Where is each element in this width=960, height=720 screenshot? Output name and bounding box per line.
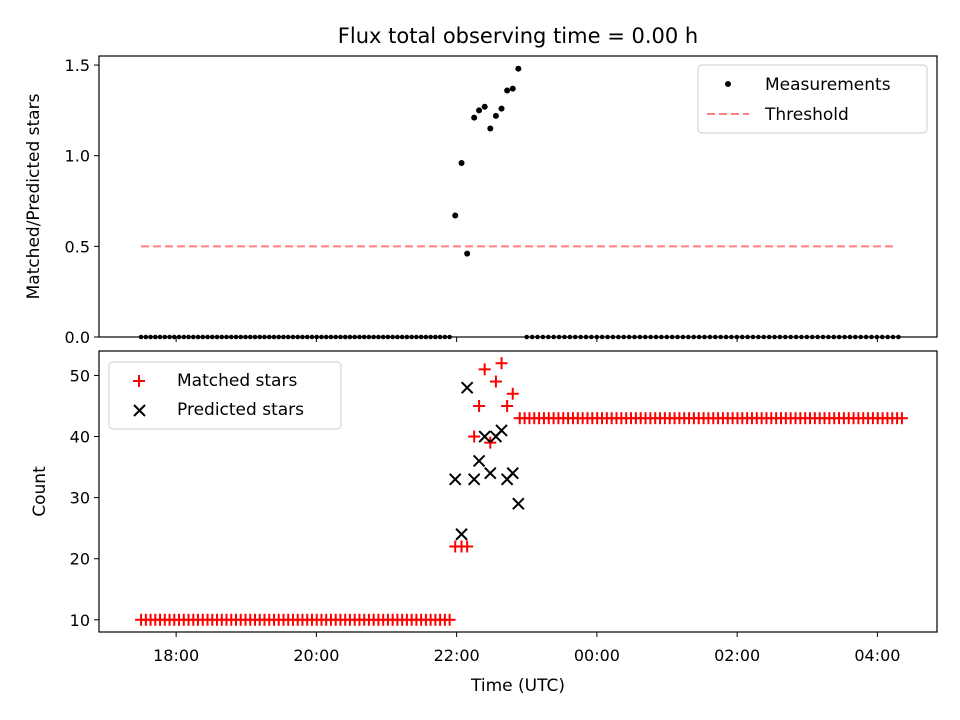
cross-stroke-b: [512, 497, 525, 510]
predicted-star-point: [455, 528, 468, 541]
x-tick-label: 00:00: [574, 646, 620, 665]
matched-star-point: [495, 357, 508, 370]
ratio-y-tick-label: 0.0: [65, 328, 90, 347]
matched-star-point: [506, 387, 519, 400]
cross-stroke-b: [449, 473, 462, 486]
predicted-star-point: [484, 466, 497, 480]
count-y-tick-label: 10: [70, 611, 90, 630]
matched-star-point: [468, 430, 481, 443]
predicted-legend-label: Predicted stars: [177, 400, 304, 420]
matched-star-point: [473, 399, 486, 412]
predicted-star-point: [478, 430, 491, 443]
x-tick-label: 20:00: [293, 646, 339, 665]
count-panel: 10 20 30 40 50 18:00 20:00 22:00 00:00 02:00 04:0…: [30, 350, 938, 696]
x-axis-label: Time (UTC): [470, 676, 565, 696]
measurement-point: [504, 87, 511, 94]
cross-stroke-b: [484, 466, 497, 480]
measurement-point: [458, 159, 465, 166]
threshold-legend-label: Threshold: [764, 105, 849, 125]
measurements-legend-marker: [725, 81, 731, 87]
measurement-point: [481, 103, 488, 110]
matched-star-point: [461, 540, 474, 553]
x-tick-label: 18:00: [153, 646, 199, 665]
x-tick-label: 22:00: [434, 646, 480, 665]
x-tick-label: 02:00: [714, 646, 760, 665]
measurement-point: [487, 125, 494, 132]
cross-stroke-b: [460, 381, 474, 394]
ratio-legend: Measurements Threshold: [697, 64, 928, 134]
matched-legend-label: Matched stars: [177, 371, 297, 391]
x-tick-label: 04:00: [854, 646, 900, 665]
predicted-star-point: [460, 381, 474, 394]
predicted-star-point: [495, 424, 508, 437]
predicted-star-point: [467, 473, 481, 486]
predicted-star-point: [506, 466, 519, 480]
measurement-point: [492, 112, 499, 119]
ratio-legend-box: [697, 64, 928, 134]
ratio-panel: 0.0 0.5 1.0 1.5 Matched/Predicted stars Mea…: [24, 55, 938, 347]
ratio-y-axis-label: Matched/Predicted stars: [24, 93, 44, 299]
ratio-y-tick-label: 1.5: [65, 56, 90, 75]
chart-title: Flux total observing time = 0.00 h: [338, 24, 698, 48]
cross-stroke-b: [467, 473, 481, 486]
ratio-y-tick-label: 1.0: [65, 147, 90, 166]
predicted-star-point: [449, 473, 462, 486]
measurement-point: [476, 107, 483, 114]
predicted-star-point: [472, 454, 486, 468]
measurement-point: [498, 105, 505, 112]
matched-star-point: [478, 363, 491, 376]
measurement-point: [464, 250, 471, 257]
matched-star-point: [484, 436, 497, 449]
count-y-tick-label: 40: [70, 428, 90, 447]
ratio-axes-frame: [98, 55, 938, 338]
measurements-legend-label: Measurements: [765, 75, 891, 95]
cross-stroke-b: [506, 466, 519, 480]
predicted-legend-marker: [133, 404, 146, 417]
cross-stroke-b: [478, 430, 491, 443]
count-y-axis-label: Count: [30, 466, 50, 517]
count-legend-box: [108, 361, 342, 430]
measurement-point: [452, 212, 459, 219]
matched-legend-marker: [133, 375, 145, 387]
cross-stroke-b: [455, 528, 468, 541]
matched-star-point: [489, 375, 502, 388]
count-y-tick-label: 20: [70, 550, 90, 569]
measurement-point: [515, 65, 522, 72]
matched-star-point: [443, 613, 456, 626]
cross-stroke-b: [495, 424, 508, 437]
ratio-y-tick-label: 0.5: [65, 237, 90, 256]
predicted-star-point: [512, 497, 525, 510]
measurement-point: [471, 114, 478, 121]
matched-star-point: [501, 399, 514, 412]
measurement-point: [509, 85, 516, 92]
count-axes-frame: [98, 350, 938, 633]
count-legend: Matched stars Predicted stars: [108, 361, 342, 430]
cross-stroke-b: [472, 454, 486, 468]
count-y-tick-label: 50: [70, 366, 90, 385]
matched-star-point: [895, 412, 908, 425]
count-y-tick-label: 30: [70, 489, 90, 508]
